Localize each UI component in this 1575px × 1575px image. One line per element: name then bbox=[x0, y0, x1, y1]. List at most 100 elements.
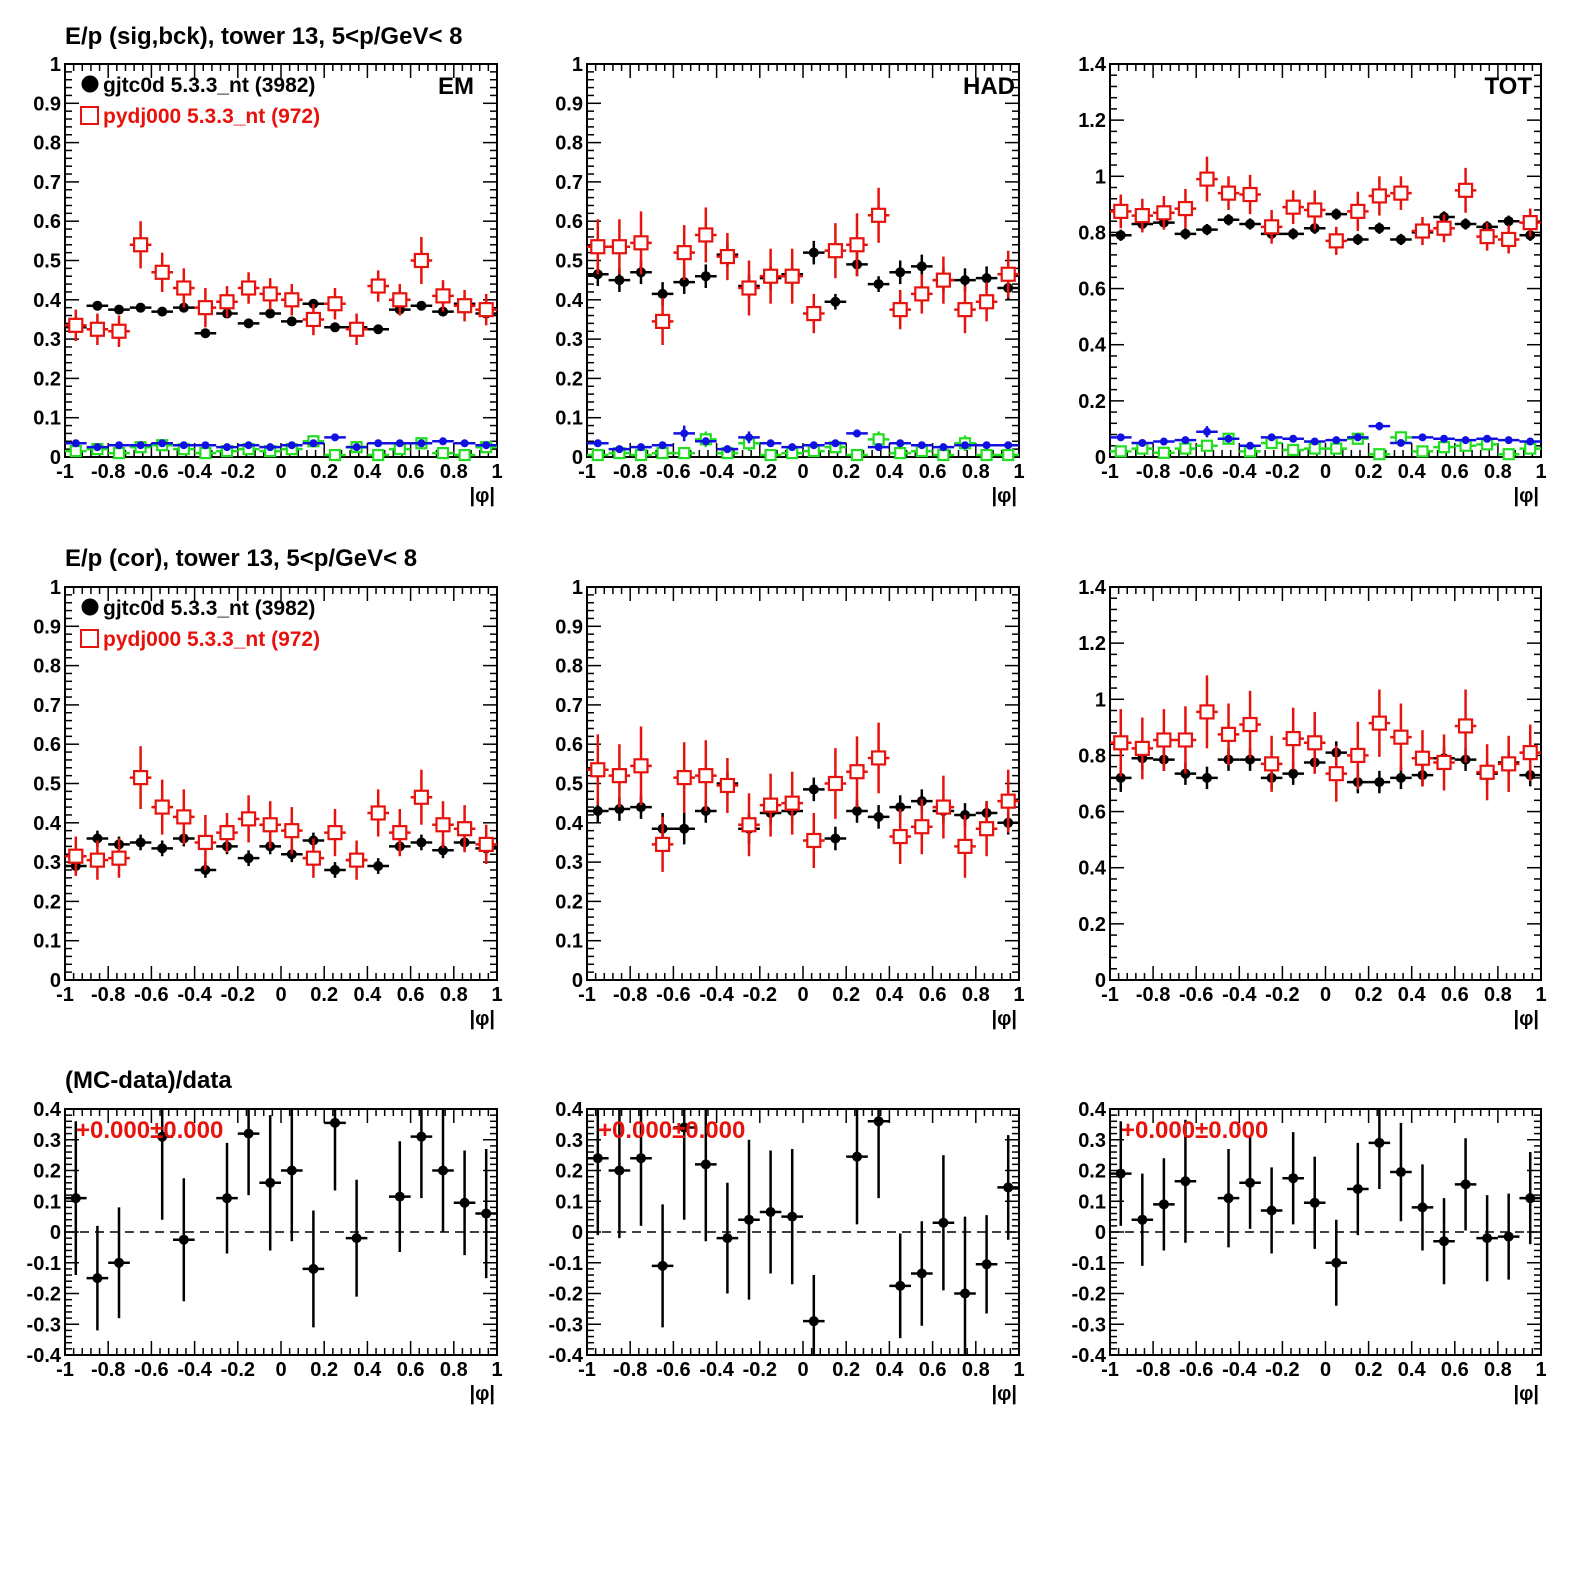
y-tick-label: -0.2 bbox=[27, 1284, 61, 1306]
marker-open-square bbox=[892, 302, 908, 318]
point-mc bbox=[367, 270, 389, 302]
marker-filled-circle bbox=[243, 318, 254, 329]
point-bkg_data bbox=[1454, 436, 1477, 445]
point-bkg_mc bbox=[1497, 448, 1520, 461]
point-data bbox=[759, 1150, 782, 1274]
marker-open-square bbox=[435, 288, 451, 304]
y-tick-label: 0 bbox=[1095, 970, 1106, 992]
x-tick-label: 0.6 bbox=[919, 461, 947, 483]
point-data bbox=[108, 1207, 130, 1319]
marker-filled-circle bbox=[1115, 230, 1126, 241]
y-tick-label: 0.2 bbox=[1078, 914, 1106, 936]
marker-filled-circle bbox=[286, 316, 297, 327]
x-axis-label: |φ| bbox=[470, 1008, 496, 1030]
y-tick-label: 1 bbox=[50, 54, 61, 76]
marker-open-square bbox=[262, 817, 278, 833]
x-tick-label: -0.4 bbox=[177, 461, 212, 483]
point-data bbox=[781, 1148, 803, 1285]
marker-open-square bbox=[1479, 229, 1495, 245]
point-bkg_data bbox=[738, 431, 760, 444]
point-mc bbox=[1110, 709, 1132, 777]
point-data bbox=[1433, 1198, 1455, 1285]
x-tick-label: -0.6 bbox=[134, 1359, 168, 1381]
marker-filled-circle bbox=[200, 328, 211, 339]
marker-open-square bbox=[784, 268, 800, 284]
y-tick-label: 0.4 bbox=[555, 813, 584, 835]
ratio-annotation: +0.000±0.000 bbox=[598, 1117, 745, 1144]
y-tick-label: 0 bbox=[572, 970, 583, 992]
point-mc bbox=[608, 744, 631, 808]
point-data bbox=[237, 850, 260, 867]
point-data bbox=[1411, 1164, 1434, 1251]
marker-filled-circle bbox=[416, 837, 427, 848]
marker-open-square bbox=[611, 239, 628, 255]
marker-filled-circle bbox=[71, 439, 80, 448]
marker-open-square bbox=[827, 243, 844, 259]
marker-filled-circle bbox=[1003, 1182, 1014, 1193]
marker-open-square bbox=[654, 313, 671, 330]
point-data bbox=[1131, 1173, 1154, 1266]
marker-open-square bbox=[654, 836, 671, 853]
marker-open-square bbox=[1457, 718, 1474, 734]
marker-open-square bbox=[112, 446, 126, 460]
x-tick-label: -0.8 bbox=[91, 984, 125, 1006]
marker-filled-circle bbox=[808, 1316, 819, 1327]
marker-filled-circle bbox=[679, 277, 690, 288]
point-data bbox=[410, 300, 433, 311]
panel-row3-em: -0.4-0.3-0.2-0.100.10.20.30.4-1 -0.8 -0.6-… bbox=[27, 1099, 503, 1405]
y-tick-label: 0.6 bbox=[555, 211, 583, 233]
point-bkg_data bbox=[1411, 433, 1434, 442]
marker-filled-circle bbox=[1418, 433, 1427, 442]
point-mc bbox=[1519, 724, 1541, 781]
y-tick-label: 0.3 bbox=[555, 329, 583, 351]
x-tick-label: -0.4 bbox=[699, 1359, 734, 1381]
x-tick-label: -0.6 bbox=[656, 461, 690, 483]
point-mc bbox=[1368, 689, 1391, 757]
panel-row3-had: -0.4-0.3-0.2-0.100.10.20.30.4-1 -0.8 -0.6-… bbox=[549, 1099, 1025, 1405]
point-data bbox=[324, 1109, 346, 1191]
point-data bbox=[324, 322, 346, 333]
marker-filled-circle bbox=[1138, 438, 1147, 447]
marker-filled-circle bbox=[1352, 1183, 1363, 1194]
point-mc bbox=[475, 293, 497, 326]
point-data bbox=[608, 1109, 631, 1239]
marker-filled-circle bbox=[680, 429, 689, 438]
x-tick-label: 0.2 bbox=[1355, 1359, 1383, 1381]
marker-filled-circle bbox=[243, 853, 254, 864]
marker-open-square bbox=[349, 852, 365, 868]
x-tick-label: 0.2 bbox=[832, 461, 860, 483]
point-data bbox=[1325, 1219, 1348, 1306]
marker-filled-circle bbox=[460, 439, 469, 448]
marker-filled-circle bbox=[896, 439, 905, 448]
point-data bbox=[1497, 1193, 1520, 1280]
point-bkg_mc bbox=[587, 448, 609, 462]
point-bkg_data bbox=[1325, 436, 1348, 445]
point-bkg_data bbox=[695, 437, 717, 446]
y-tick-label: 0 bbox=[1095, 1222, 1106, 1244]
point-data bbox=[151, 840, 173, 857]
y-tick-label: 1.2 bbox=[1078, 633, 1106, 655]
marker-filled-circle bbox=[1526, 437, 1535, 446]
point-data bbox=[738, 1139, 760, 1300]
marker-filled-circle bbox=[417, 439, 426, 448]
point-mc bbox=[1497, 225, 1520, 254]
point-bkg_mc bbox=[324, 448, 346, 462]
point-data bbox=[1153, 1158, 1175, 1251]
y-tick-label: 0.4 bbox=[555, 1099, 584, 1121]
marker-open-square bbox=[154, 264, 170, 280]
point-data bbox=[410, 834, 433, 851]
x-tick-label: -0.8 bbox=[1136, 984, 1170, 1006]
marker-filled-circle bbox=[916, 261, 927, 272]
x-tick-label: 0.2 bbox=[310, 461, 338, 483]
point-data bbox=[1476, 1195, 1498, 1282]
x-axis-label: |φ| bbox=[992, 1008, 1018, 1030]
marker-open-square bbox=[199, 446, 212, 460]
y-tick-label: 0.2 bbox=[33, 891, 61, 913]
marker-open-square bbox=[1199, 704, 1215, 720]
point-mc bbox=[587, 219, 609, 275]
marker-open-square bbox=[457, 298, 473, 314]
marker-open-square bbox=[176, 809, 192, 825]
point-data bbox=[1110, 229, 1132, 241]
point-mc bbox=[824, 748, 847, 819]
